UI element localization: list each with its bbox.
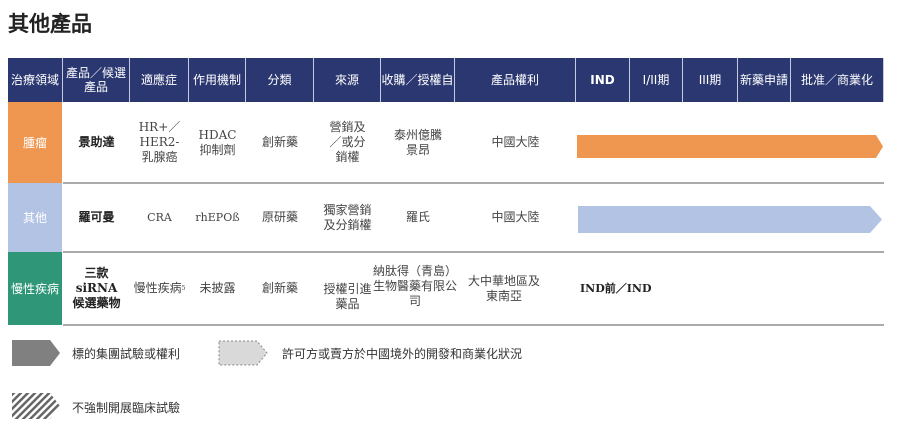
footnote-mark: 5 [181,285,186,292]
column-header: 產品權利 [455,58,576,102]
area-chronic: 慢性疾病 [8,252,62,325]
column-header: 批准／商業化 [791,58,884,102]
category: 原研藥 [261,210,298,224]
column-header: 收購／授權自 [381,58,455,102]
row-divider [63,251,884,253]
product-line: 候選藥物 [72,296,121,310]
mechanism: HDAC抑制劑 [198,127,237,157]
column-header: 治療領域 [8,58,63,102]
product-name: 三款 siRNA 候選藥物 [63,252,130,325]
product-name: 羅可曼 [78,210,115,224]
licensed-from: 羅氏 [405,210,430,224]
stage-bar-arrow [577,135,883,158]
column-header: 新藥申請 [738,58,791,102]
indication-text: 慢性疾病 [133,281,182,295]
category: 創新藥 [261,281,298,295]
licensed-from: 泰州億騰景昂 [393,127,442,157]
category: 創新藥 [261,135,298,149]
hatched-arrow-icon [12,393,60,419]
dashed-light-arrow-icon [218,340,268,366]
area-oncology: 腫瘤 [8,102,62,183]
page-title: 其他產品 [8,12,92,36]
rights: 大中華地區及東南亞 [468,273,541,303]
indication: 慢性疾病 5 [130,252,189,325]
solid-gray-arrow-icon [12,340,60,366]
mechanism: rhEPOß [195,211,240,224]
mechanism: 未披露 [199,281,236,295]
stage-text: IND前／IND [580,282,652,295]
legend-label: 不強制開展臨床試驗 [72,401,181,415]
indication: CRA [147,211,172,224]
legend-label: 標的集團試驗或權利 [72,347,181,361]
row-divider [63,324,884,326]
source: 獨家營銷及分銷權 [323,202,372,232]
column-header: 分類 [246,58,314,102]
area-other: 其他 [8,183,62,252]
rights: 中國大陸 [491,135,540,149]
legend-label: 許可方或賣方於中國境外的開發和商業化狀況 [282,347,523,361]
source: 授權引進藥品 [323,281,372,311]
column-header: I/II期 [630,58,683,102]
column-header: III期 [683,58,738,102]
column-header: 來源 [314,58,381,102]
indication: HR+／HER2-乳腺癌 [138,120,181,164]
source: 營銷及／或分銷權 [329,120,366,164]
product-name: 景助達 [78,135,115,149]
column-header: 適應症 [130,58,189,102]
rights: 中國大陸 [491,210,540,224]
column-header: 產品／候選產品 [63,58,130,102]
stage-bar-arrow [578,206,882,233]
column-header: IND [576,58,630,102]
row-divider [63,182,884,184]
licensed-from: 納肽得（青島）生物醫藥有限公司 [372,264,457,308]
product-line: siRNA [75,281,118,295]
product-line: 三款 [84,266,109,280]
column-header: 作用機制 [189,58,246,102]
